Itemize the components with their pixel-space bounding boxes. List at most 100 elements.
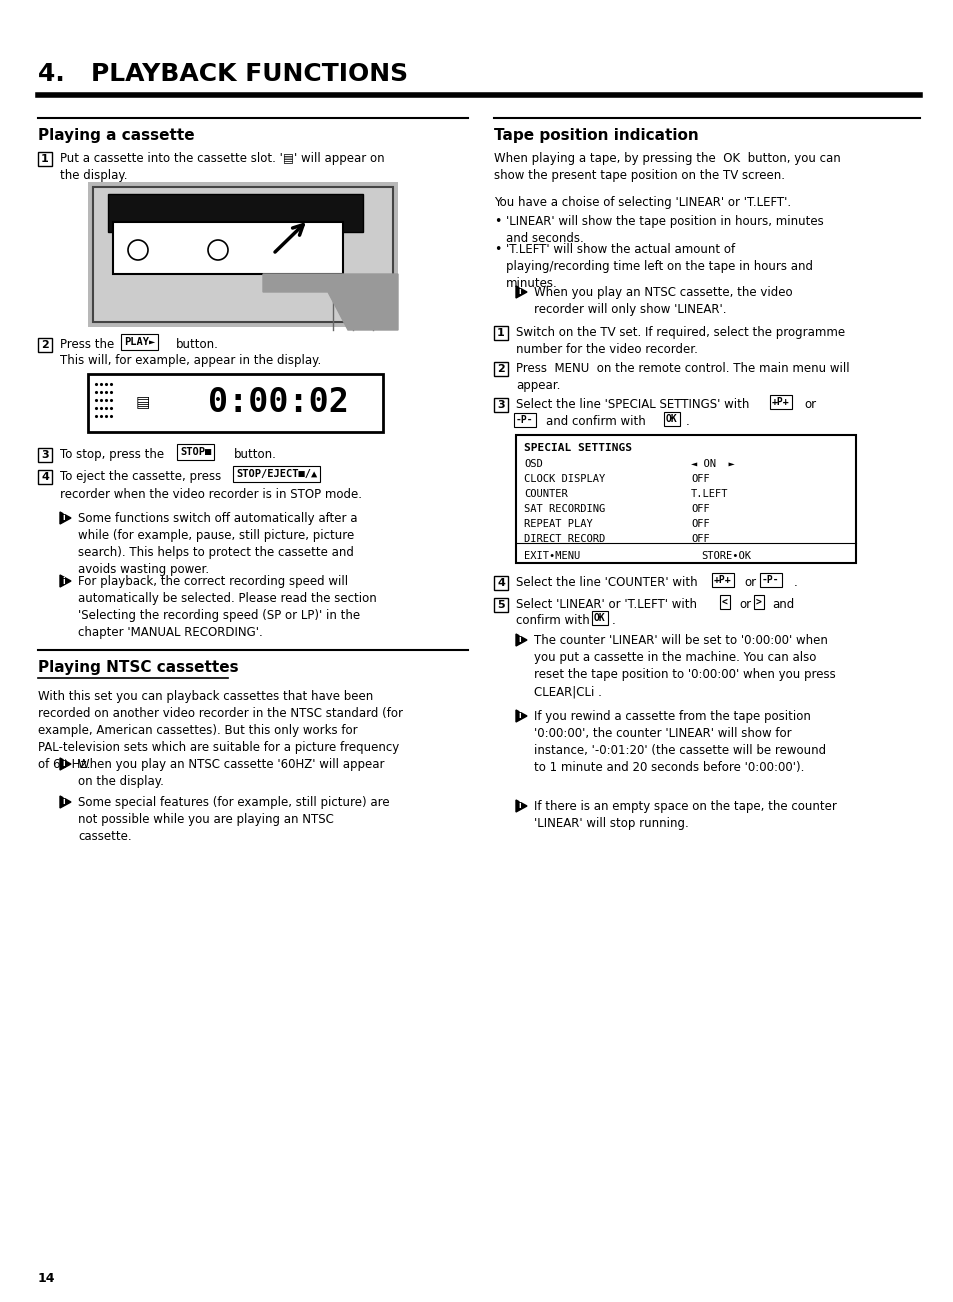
Text: PLAY►: PLAY► (124, 337, 155, 348)
Text: i: i (518, 288, 520, 297)
Text: .: . (685, 415, 689, 428)
Text: OFF: OFF (690, 534, 709, 544)
Text: ▤: ▤ (135, 396, 150, 410)
Bar (88, 374, 382, 432)
Text: EXIT•MENU: EXIT•MENU (523, 551, 579, 561)
Text: Press the: Press the (60, 339, 114, 352)
Polygon shape (516, 286, 526, 298)
Text: Select the line 'COUNTER' with: Select the line 'COUNTER' with (516, 575, 697, 589)
Text: Some functions switch off automatically after a
while (for example, pause, still: Some functions switch off automatically … (78, 512, 357, 575)
Bar (38, 152, 52, 165)
Text: OK: OK (665, 414, 677, 424)
Text: and: and (771, 598, 794, 611)
Text: -P-: -P- (516, 415, 533, 424)
Text: OFF: OFF (690, 519, 709, 529)
Bar (38, 448, 52, 462)
Text: To eject the cassette, press: To eject the cassette, press (60, 470, 221, 483)
Text: 1: 1 (41, 154, 49, 164)
Text: CLOCK DISPLAY: CLOCK DISPLAY (523, 474, 604, 484)
Text: Put a cassette into the cassette slot. '▤' will appear on
the display.: Put a cassette into the cassette slot. '… (60, 152, 384, 182)
Polygon shape (516, 799, 526, 812)
Text: +P+: +P+ (713, 575, 731, 585)
Text: or: or (743, 575, 756, 589)
Text: This will, for example, appear in the display.: This will, for example, appear in the di… (60, 354, 321, 367)
Text: Select 'LINEAR' or 'T.LEFT' with: Select 'LINEAR' or 'T.LEFT' with (516, 598, 697, 611)
Text: OFF: OFF (690, 504, 709, 514)
Bar (112, 223, 343, 273)
Text: When you play an NTSC cassette '60HZ' will appear
on the display.: When you play an NTSC cassette '60HZ' wi… (78, 758, 384, 788)
Text: Playing a cassette: Playing a cassette (38, 128, 194, 143)
Text: When you play an NTSC cassette, the video
recorder will only show 'LINEAR'.: When you play an NTSC cassette, the vide… (534, 286, 792, 316)
Text: .: . (793, 575, 797, 589)
Text: i: i (63, 759, 65, 768)
Text: You have a choise of selecting 'LINEAR' or 'T.LEFT'.: You have a choise of selecting 'LINEAR' … (494, 197, 790, 210)
Polygon shape (60, 575, 71, 587)
Bar (38, 470, 52, 484)
Text: STOP■: STOP■ (180, 447, 211, 457)
Text: T.LEFT: T.LEFT (690, 490, 728, 499)
Bar (494, 326, 507, 340)
Text: 3: 3 (41, 450, 49, 460)
Text: <: < (721, 598, 727, 607)
Text: confirm with: confirm with (516, 615, 589, 628)
Text: OK: OK (594, 613, 605, 622)
Bar (92, 187, 393, 322)
Bar (38, 339, 52, 352)
Text: and confirm with: and confirm with (545, 415, 645, 428)
Text: recorder when the video recorder is in STOP mode.: recorder when the video recorder is in S… (60, 488, 361, 501)
Bar (494, 575, 507, 590)
Text: 4.   PLAYBACK FUNCTIONS: 4. PLAYBACK FUNCTIONS (38, 62, 408, 86)
Text: If there is an empty space on the tape, the counter
'LINEAR' will stop running.: If there is an empty space on the tape, … (534, 799, 836, 829)
Text: Some special features (for example, still picture) are
not possible while you ar: Some special features (for example, stil… (78, 796, 389, 842)
Text: OFF: OFF (690, 474, 709, 484)
Polygon shape (60, 512, 71, 523)
Text: For playback, the correct recording speed will
automatically be selected. Please: For playback, the correct recording spee… (78, 575, 376, 639)
Text: i: i (518, 711, 520, 720)
Text: .: . (612, 615, 615, 628)
Text: To stop, press the: To stop, press the (60, 448, 164, 461)
Text: >: > (755, 598, 761, 607)
Text: STOP/EJECT■/▲: STOP/EJECT■/▲ (235, 469, 317, 479)
Bar (494, 598, 507, 612)
Text: button.: button. (175, 339, 218, 352)
Text: ◄ ON  ►: ◄ ON ► (690, 460, 734, 469)
Text: +P+: +P+ (771, 397, 789, 408)
Text: When playing a tape, by pressing the  OK  button, you can
show the present tape : When playing a tape, by pressing the OK … (494, 152, 840, 182)
Bar (108, 194, 363, 232)
Text: i: i (518, 802, 520, 811)
Text: 1: 1 (497, 328, 504, 339)
Text: Select the line 'SPECIAL SETTINGS' with: Select the line 'SPECIAL SETTINGS' with (516, 398, 749, 411)
Text: COUNTER: COUNTER (523, 490, 567, 499)
Text: DIRECT RECORD: DIRECT RECORD (523, 534, 604, 544)
Bar (494, 398, 507, 411)
Text: •: • (494, 215, 501, 228)
Text: 4: 4 (497, 578, 504, 589)
Text: STORE•OK: STORE•OK (700, 551, 750, 561)
Text: Press  MENU  on the remote control. The main menu will
appear.: Press MENU on the remote control. The ma… (516, 362, 849, 392)
Text: With this set you can playback cassettes that have been
recorded on another vide: With this set you can playback cassettes… (38, 690, 402, 771)
Text: 4: 4 (41, 473, 49, 482)
Text: 'LINEAR' will show the tape position in hours, minutes
and seconds.: 'LINEAR' will show the tape position in … (505, 215, 822, 245)
Bar (516, 435, 855, 562)
Text: i: i (63, 798, 65, 806)
Bar (494, 362, 507, 376)
Text: i: i (63, 577, 65, 586)
Text: The counter 'LINEAR' will be set to '0:00:00' when
you put a cassette in the mac: The counter 'LINEAR' will be set to '0:0… (534, 634, 835, 698)
Text: If you rewind a cassette from the tape position
'0:00:00', the counter 'LINEAR' : If you rewind a cassette from the tape p… (534, 710, 825, 773)
Text: SPECIAL SETTINGS: SPECIAL SETTINGS (523, 443, 631, 453)
Text: or: or (803, 398, 815, 411)
Text: 3: 3 (497, 400, 504, 410)
Text: -P-: -P- (761, 575, 779, 585)
Text: •: • (494, 243, 501, 256)
Text: or: or (739, 598, 750, 611)
Polygon shape (263, 273, 397, 329)
Text: i: i (518, 635, 520, 644)
Text: 0:00:02: 0:00:02 (208, 387, 348, 419)
FancyArrowPatch shape (274, 225, 303, 253)
Text: SAT RECORDING: SAT RECORDING (523, 504, 604, 514)
Text: Switch on the TV set. If required, select the programme
number for the video rec: Switch on the TV set. If required, selec… (516, 326, 844, 355)
Text: 2: 2 (497, 365, 504, 374)
Text: REPEAT PLAY: REPEAT PLAY (523, 519, 592, 529)
Text: Playing NTSC cassettes: Playing NTSC cassettes (38, 660, 238, 674)
Polygon shape (60, 796, 71, 809)
